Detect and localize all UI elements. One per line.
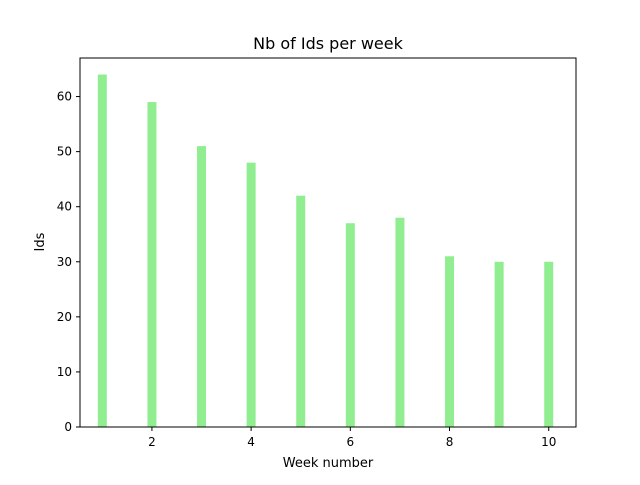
y-tick-label: 10 [57, 365, 72, 379]
x-ticks-group: 2 4 6 8 10 [148, 427, 556, 449]
y-tick-label: 50 [57, 145, 72, 159]
x-tick-label: 2 [148, 435, 156, 449]
y-tick-label: 40 [57, 200, 72, 214]
bar-week-4 [246, 162, 256, 427]
chart-title: Nb of Ids per week [253, 34, 403, 53]
x-tick-label: 10 [541, 435, 556, 449]
y-tick-label: 20 [57, 310, 72, 324]
bar-week-7 [395, 217, 405, 427]
y-tick-label: 0 [64, 420, 72, 434]
x-tick-label: 8 [446, 435, 454, 449]
x-tick-label: 4 [247, 435, 255, 449]
bar-week-5 [296, 195, 306, 427]
bar-week-6 [345, 223, 355, 427]
bar-week-3 [197, 146, 207, 428]
bar-week-8 [445, 256, 455, 427]
bar-week-10 [544, 261, 554, 427]
y-axis-label: Ids [33, 232, 48, 251]
bar-week-1 [97, 74, 107, 427]
bar-week-2 [147, 102, 157, 428]
plot-frame [79, 57, 577, 428]
y-tick-label: 30 [57, 255, 72, 269]
bars-group [97, 74, 554, 428]
x-axis-label: Week number [283, 456, 374, 471]
x-tick-label: 6 [346, 435, 354, 449]
y-tick-label: 60 [57, 90, 72, 104]
y-ticks-group: 0 10 20 30 40 50 60 [57, 90, 80, 434]
bar-week-9 [494, 261, 504, 427]
